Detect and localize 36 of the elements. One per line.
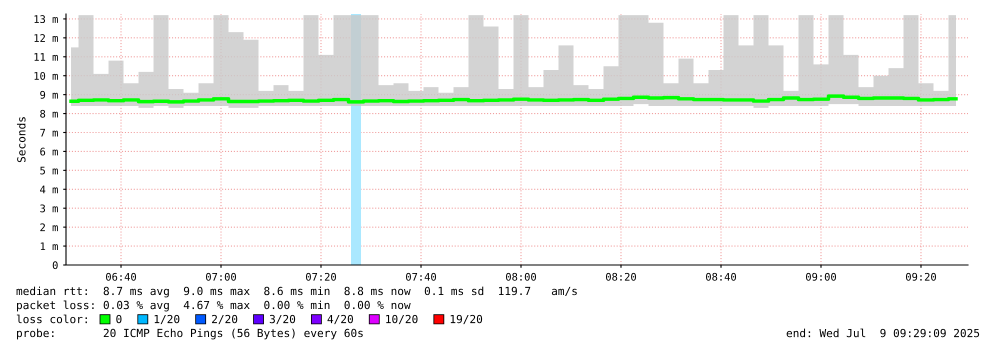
legend-label: 10/20 bbox=[386, 314, 418, 324]
y-tick-label: 0 bbox=[52, 261, 58, 270]
legend-label: 4/20 bbox=[328, 314, 353, 324]
y-tick-label: 13 m bbox=[34, 15, 58, 24]
text: median rtt: 8.7 ms avg 9.0 ms max 8.6 ms min 8.8 ms now 0.1 ms sd 119.7 am/s bbox=[16, 286, 577, 298]
y-axis-title: Seconds bbox=[16, 117, 26, 162]
x-tick-label: 08:40 bbox=[706, 272, 736, 281]
legend-label: 1/20 bbox=[154, 314, 180, 324]
x-tick-label: 09:20 bbox=[906, 272, 936, 281]
legend-label: 2/20 bbox=[212, 314, 238, 324]
x-tick-label: 07:20 bbox=[306, 272, 336, 281]
y-tick-label: 5 m bbox=[40, 166, 58, 174]
x-tick-label: 08:20 bbox=[606, 272, 636, 281]
text: packet loss: 0.03 % avg 4.67 % max 0.00 % min 0.00 % now bbox=[17, 300, 411, 312]
x-tick-label: 07:00 bbox=[206, 272, 236, 281]
y-tick-label: 3 m bbox=[40, 204, 58, 212]
y-tick-label: 4 m bbox=[40, 186, 58, 194]
y-tick-label: 7 m bbox=[40, 128, 58, 136]
legend-label: 19/20 bbox=[450, 314, 482, 324]
y-tick-label: 9 m bbox=[40, 90, 58, 99]
legend-title: loss color: bbox=[16, 314, 87, 324]
y-tick-label: 8 m bbox=[40, 110, 58, 118]
y-tick-label: 11 m bbox=[34, 53, 58, 61]
x-tick-label: 06:40 bbox=[106, 272, 136, 281]
text: probe: 20 ICMP Echo Pings (56 Bytes) every 60s bbox=[17, 328, 363, 340]
text: end: Wed Jul 9 09:29:09 2025 bbox=[786, 328, 980, 338]
y-tick-label: 12 m bbox=[34, 34, 58, 42]
legend-label: 3/20 bbox=[270, 314, 296, 324]
y-tick-label: 2 m bbox=[40, 223, 58, 232]
y-tick-label: 10 m bbox=[34, 72, 58, 80]
y-tick-label: 6 m bbox=[40, 148, 58, 156]
legend-label: 0 bbox=[116, 314, 122, 324]
x-tick-label: 07:40 bbox=[406, 272, 436, 281]
x-tick-label: 09:00 bbox=[806, 272, 836, 281]
x-tick-label: 08:00 bbox=[506, 272, 536, 281]
y-tick-label: 1 m bbox=[40, 242, 58, 250]
